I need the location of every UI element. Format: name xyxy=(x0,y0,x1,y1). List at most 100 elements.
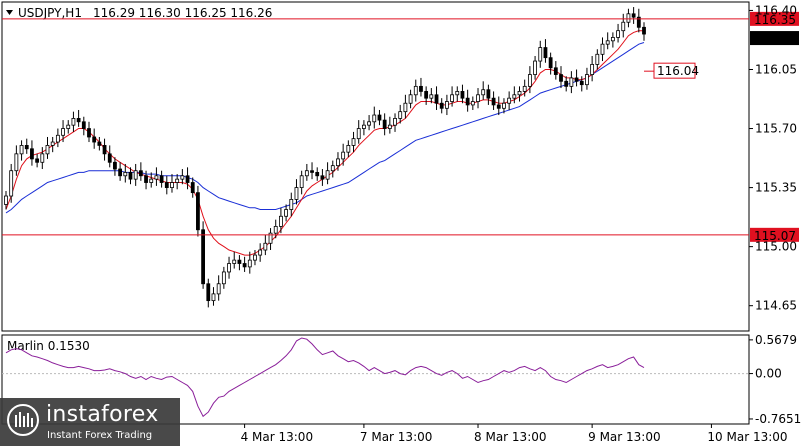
candle-body xyxy=(304,170,309,177)
candle-body xyxy=(419,85,423,92)
candle-body xyxy=(610,37,615,42)
candle-body xyxy=(55,134,60,143)
candle-body xyxy=(387,124,392,129)
candle-body xyxy=(512,94,517,99)
candle-body xyxy=(517,91,522,96)
candle-body xyxy=(19,145,24,155)
candle-body xyxy=(543,47,548,59)
candle-body xyxy=(263,242,268,251)
candle-body xyxy=(605,40,610,45)
candle-body xyxy=(621,21,626,32)
candle-body xyxy=(227,263,231,273)
candle-body xyxy=(439,102,444,109)
candle-body xyxy=(71,118,76,126)
candle-body xyxy=(279,215,283,227)
candle-body xyxy=(50,141,55,146)
candle-body xyxy=(559,74,563,82)
marlin-oscillator-line xyxy=(5,337,645,418)
candle-body xyxy=(154,175,159,180)
dropdown-triangle-icon[interactable] xyxy=(6,10,13,15)
candle-body xyxy=(4,195,8,205)
x-tick-label: 8 Mar 13:00 xyxy=(474,430,546,444)
osc-y-tick-label: 0.5679 xyxy=(755,333,797,347)
candle-body xyxy=(444,101,449,109)
candle-body xyxy=(527,74,532,87)
candle-body xyxy=(408,94,413,104)
y-tick-label: 115.35 xyxy=(755,181,797,195)
candle-body xyxy=(346,145,351,153)
candle-body xyxy=(76,118,81,123)
candle-body xyxy=(502,102,506,109)
current-price-label: 116.26 xyxy=(754,32,796,46)
candle-body xyxy=(299,175,304,188)
candle-body xyxy=(393,118,397,126)
candle-body xyxy=(40,153,45,163)
candle-body xyxy=(450,94,454,102)
candle-body xyxy=(377,114,382,121)
candle-body xyxy=(242,263,247,268)
candle-body xyxy=(356,128,361,140)
candle-body xyxy=(185,175,190,183)
candle-body xyxy=(107,153,112,163)
candle-body xyxy=(476,94,480,102)
candle-body xyxy=(455,91,460,96)
moving-average-blue xyxy=(5,42,645,214)
candle-body xyxy=(351,138,356,146)
candle-body xyxy=(268,232,273,244)
ohlc-values: 116.29 116.30 116.25 116.26 xyxy=(93,6,272,20)
candle-body xyxy=(367,121,371,126)
candle-body xyxy=(273,225,278,234)
candle-body xyxy=(118,168,123,177)
candle-body xyxy=(24,145,29,150)
candle-body xyxy=(600,43,605,55)
candle-body xyxy=(144,175,148,183)
level-price-label: 116.35 xyxy=(754,13,796,27)
candle-body xyxy=(330,165,335,172)
candle-body xyxy=(221,271,226,285)
candle-body xyxy=(616,30,620,38)
candle-body xyxy=(325,170,330,180)
candle-body xyxy=(595,53,600,65)
candle-body xyxy=(481,89,486,96)
candle-body xyxy=(45,145,50,155)
candle-body xyxy=(206,283,211,302)
candle-body xyxy=(631,13,636,18)
candle-body xyxy=(159,175,164,183)
candle-body xyxy=(362,124,366,129)
candle-body xyxy=(341,151,346,160)
candle-body xyxy=(507,97,512,104)
candle-body xyxy=(14,153,19,172)
y-tick-label: 116.40 xyxy=(755,3,797,17)
y-tick-label: 116.05 xyxy=(755,62,797,76)
candle-body xyxy=(232,259,237,264)
candle-body xyxy=(626,13,631,23)
brand-tagline: Instant Forex Trading xyxy=(47,430,153,441)
candle-body xyxy=(486,89,491,99)
candle-body xyxy=(113,161,117,170)
candle-body xyxy=(336,158,340,167)
current-price-tag xyxy=(750,31,799,46)
candle-body xyxy=(470,101,475,106)
candle-body xyxy=(289,198,294,210)
candle-body xyxy=(569,77,574,87)
candle-body xyxy=(170,182,174,188)
symbol-label: USDJPY,H1 xyxy=(18,6,82,20)
candle-body xyxy=(642,26,646,35)
candle-body xyxy=(211,293,216,302)
candle-body xyxy=(403,102,408,113)
candle-body xyxy=(175,178,180,183)
candle-body xyxy=(164,182,169,188)
candle-body xyxy=(460,91,465,99)
candle-body xyxy=(66,124,71,129)
candle-body xyxy=(81,121,86,129)
instaforex-logo-icon xyxy=(7,404,39,436)
candle-body xyxy=(180,175,185,180)
candle-body xyxy=(413,85,418,96)
candle-body xyxy=(564,80,569,87)
candle-body xyxy=(216,283,221,295)
candle-body xyxy=(97,141,102,146)
candle-body xyxy=(247,259,252,268)
level-price-tag xyxy=(750,11,799,26)
candle-body xyxy=(382,119,387,129)
candle-body xyxy=(253,254,257,261)
